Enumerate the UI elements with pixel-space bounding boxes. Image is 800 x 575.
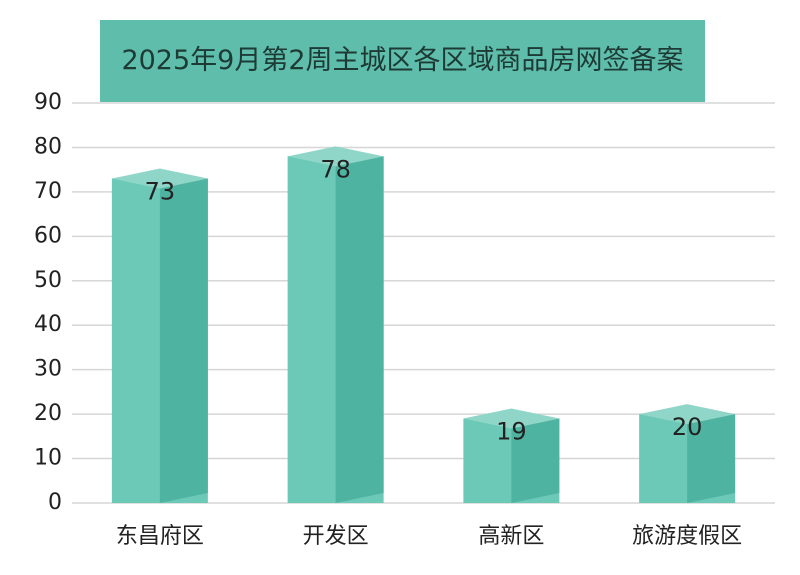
y-tick-label: 30 [34, 357, 62, 382]
y-tick-label: 10 [34, 446, 62, 471]
bar-side [687, 414, 736, 503]
bar-top [463, 408, 560, 429]
bar-top [287, 146, 384, 167]
x-tick-label: 高新区 [478, 524, 544, 549]
x-tick-label: 东昌府区 [116, 524, 204, 549]
y-tick-label: 50 [34, 268, 62, 293]
bar-side [511, 418, 560, 503]
value-label: 78 [320, 155, 351, 183]
y-tick-label: 90 [34, 90, 62, 115]
x-tick-label: 旅游度假区 [632, 524, 742, 549]
value-label: 20 [672, 413, 703, 441]
chart-title: 2025年9月第2周主城区各区域商品房网签备案 [100, 20, 705, 102]
value-label: 19 [496, 418, 527, 446]
bar-top [111, 168, 208, 189]
y-tick-label: 40 [34, 312, 62, 337]
y-tick-label: 0 [48, 490, 62, 515]
bar-side [335, 156, 384, 504]
bar-side [159, 178, 208, 504]
y-tick-label: 60 [34, 223, 62, 248]
bar-top [639, 404, 736, 425]
value-label: 73 [145, 178, 176, 206]
y-tick-label: 20 [34, 401, 62, 426]
x-tick-label: 开发区 [303, 524, 369, 549]
y-tick-label: 80 [34, 134, 62, 159]
y-tick-label: 70 [34, 179, 62, 204]
